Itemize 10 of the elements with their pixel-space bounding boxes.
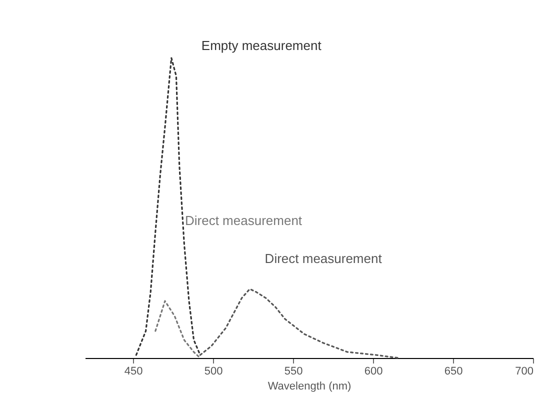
text: Direct measurement [264, 251, 382, 266]
x-tick-label: 550 [284, 366, 303, 378]
x-tick-label: 450 [124, 366, 143, 378]
x-tick-label: 600 [364, 366, 383, 378]
x-tick-label: 700 [515, 366, 534, 378]
x-axis-title: Wavelength (nm) [268, 380, 352, 392]
text: Empty measurement [201, 38, 322, 53]
x-tick-label: 650 [444, 366, 463, 378]
text: Direct measurement [185, 213, 302, 228]
x-tick-label: 500 [204, 366, 223, 378]
